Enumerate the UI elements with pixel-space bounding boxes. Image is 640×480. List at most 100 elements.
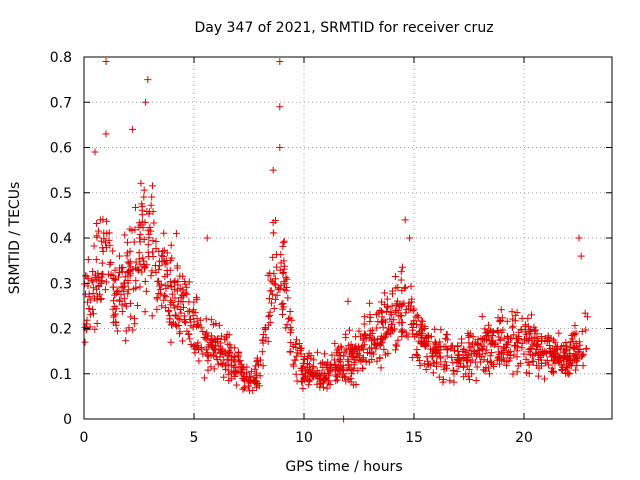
data-point (530, 323, 538, 331)
data-point (266, 308, 274, 316)
y-tick-label: 0.2 (50, 322, 72, 338)
data-point (353, 354, 361, 362)
data-point (144, 76, 152, 84)
data-point (266, 269, 274, 277)
data-point (140, 236, 148, 244)
data-point (228, 362, 236, 370)
data-point (515, 328, 523, 336)
data-point (227, 375, 235, 383)
data-point (142, 287, 150, 295)
data-point (107, 258, 115, 266)
data-point (158, 302, 166, 310)
data-point (195, 357, 203, 365)
data-point (117, 264, 125, 272)
data-point (440, 343, 448, 351)
data-point (177, 309, 185, 317)
data-point (149, 182, 157, 190)
data-point (377, 364, 385, 372)
data-point (132, 258, 140, 266)
data-point (479, 336, 487, 344)
data-point (251, 365, 259, 373)
data-point (163, 271, 171, 279)
data-point (172, 312, 180, 320)
data-point (388, 310, 396, 318)
data-point (365, 333, 373, 341)
data-point (572, 356, 580, 364)
data-point (268, 278, 276, 286)
data-point (561, 347, 569, 355)
data-point (400, 299, 408, 307)
data-point (520, 350, 528, 358)
data-point (549, 367, 557, 375)
data-point (290, 362, 298, 370)
data-point (513, 308, 521, 316)
data-point (151, 262, 159, 270)
data-point (112, 319, 120, 327)
y-tick-label: 0.7 (50, 95, 72, 111)
data-point (203, 234, 211, 242)
data-point (170, 278, 178, 286)
data-point (572, 339, 580, 347)
data-point (89, 278, 97, 286)
data-point (131, 226, 139, 234)
data-point (279, 268, 287, 276)
data-point (114, 327, 122, 335)
data-point (140, 262, 148, 270)
data-point (383, 307, 391, 315)
data-point (473, 350, 481, 358)
data-point (317, 360, 325, 368)
y-axis-label: SRMTID / TECUs (7, 182, 23, 295)
data-point (379, 323, 387, 331)
data-point (370, 350, 378, 358)
data-point (408, 295, 416, 303)
data-point (273, 291, 281, 299)
data-point (307, 354, 315, 362)
data-point (352, 333, 360, 341)
data-point (190, 342, 198, 350)
data-point (109, 247, 117, 255)
data-point (147, 272, 155, 280)
data-point (199, 328, 207, 336)
data-point (299, 359, 307, 367)
data-point (538, 337, 546, 345)
data-point (451, 347, 459, 355)
data-point (513, 368, 521, 376)
data-point (155, 257, 163, 265)
data-point (253, 354, 261, 362)
data-point (383, 295, 391, 303)
data-point (284, 294, 292, 302)
data-point (388, 290, 396, 298)
data-point (252, 362, 260, 370)
data-point (127, 313, 135, 321)
data-point (394, 283, 402, 291)
data-point (209, 350, 217, 358)
data-point (524, 314, 532, 322)
data-point (554, 346, 562, 354)
data-point (195, 321, 203, 329)
data-point (140, 257, 148, 265)
data-point (378, 309, 386, 317)
x-axis-label: GPS time / hours (285, 459, 402, 475)
data-point (197, 345, 205, 353)
data-point (418, 330, 426, 338)
data-point (97, 295, 105, 303)
data-point (514, 335, 522, 343)
data-point (167, 297, 175, 305)
data-point (566, 359, 574, 367)
data-point (529, 351, 537, 359)
data-point (347, 365, 355, 373)
data-point (469, 333, 477, 341)
data-point (412, 350, 420, 358)
data-point (406, 234, 414, 242)
data-point (577, 252, 585, 260)
data-point (450, 378, 458, 386)
data-point (447, 344, 455, 352)
y-tick-label: 0.8 (50, 50, 72, 66)
data-point (118, 308, 126, 316)
data-point (544, 361, 552, 369)
data-point (455, 351, 463, 359)
data-point (136, 234, 144, 242)
data-point (218, 332, 226, 340)
data-point (370, 335, 378, 343)
data-point (404, 302, 412, 310)
